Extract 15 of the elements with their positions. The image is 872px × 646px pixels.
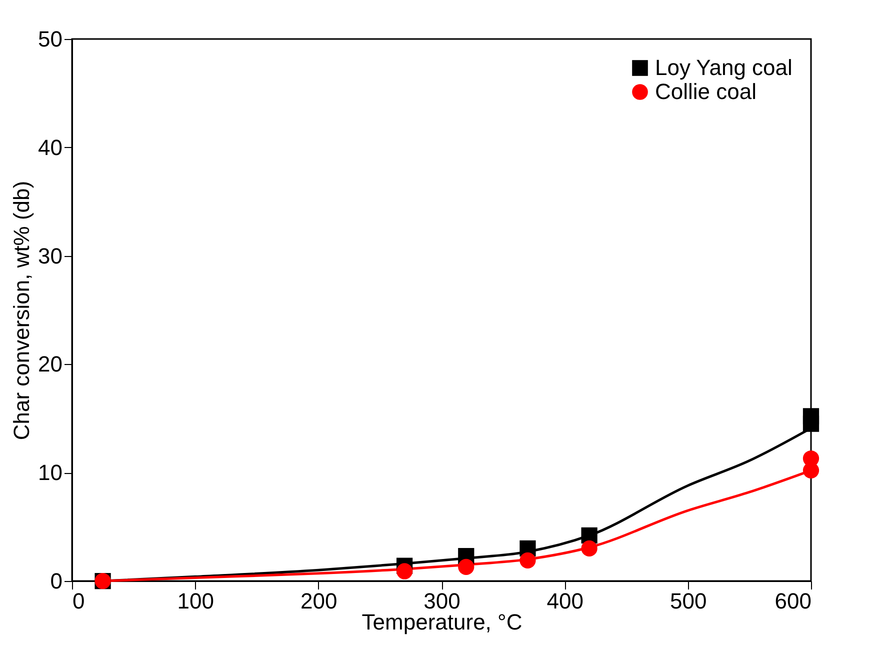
x-tick-label: 600 bbox=[774, 588, 812, 614]
y-tick-label: 0 bbox=[50, 568, 62, 594]
y-tick-label: 40 bbox=[38, 134, 62, 160]
y-tick-label: 50 bbox=[38, 26, 62, 52]
x-tick-label: 500 bbox=[670, 588, 707, 614]
legend-label: Loy Yang coal bbox=[655, 55, 792, 80]
x-tick-label: 400 bbox=[546, 588, 584, 614]
x-tick-label: 200 bbox=[300, 588, 338, 614]
x-tick-label: 100 bbox=[177, 588, 214, 614]
y-tick-label: 10 bbox=[38, 460, 62, 486]
x-tick-label: 0 bbox=[72, 588, 85, 614]
legend-label: Collie coal bbox=[655, 79, 756, 104]
y-axis-title: Char conversion, wt% (db) bbox=[9, 180, 34, 440]
y-tick-label: 30 bbox=[38, 243, 62, 268]
y-tick-label: 20 bbox=[38, 352, 62, 377]
